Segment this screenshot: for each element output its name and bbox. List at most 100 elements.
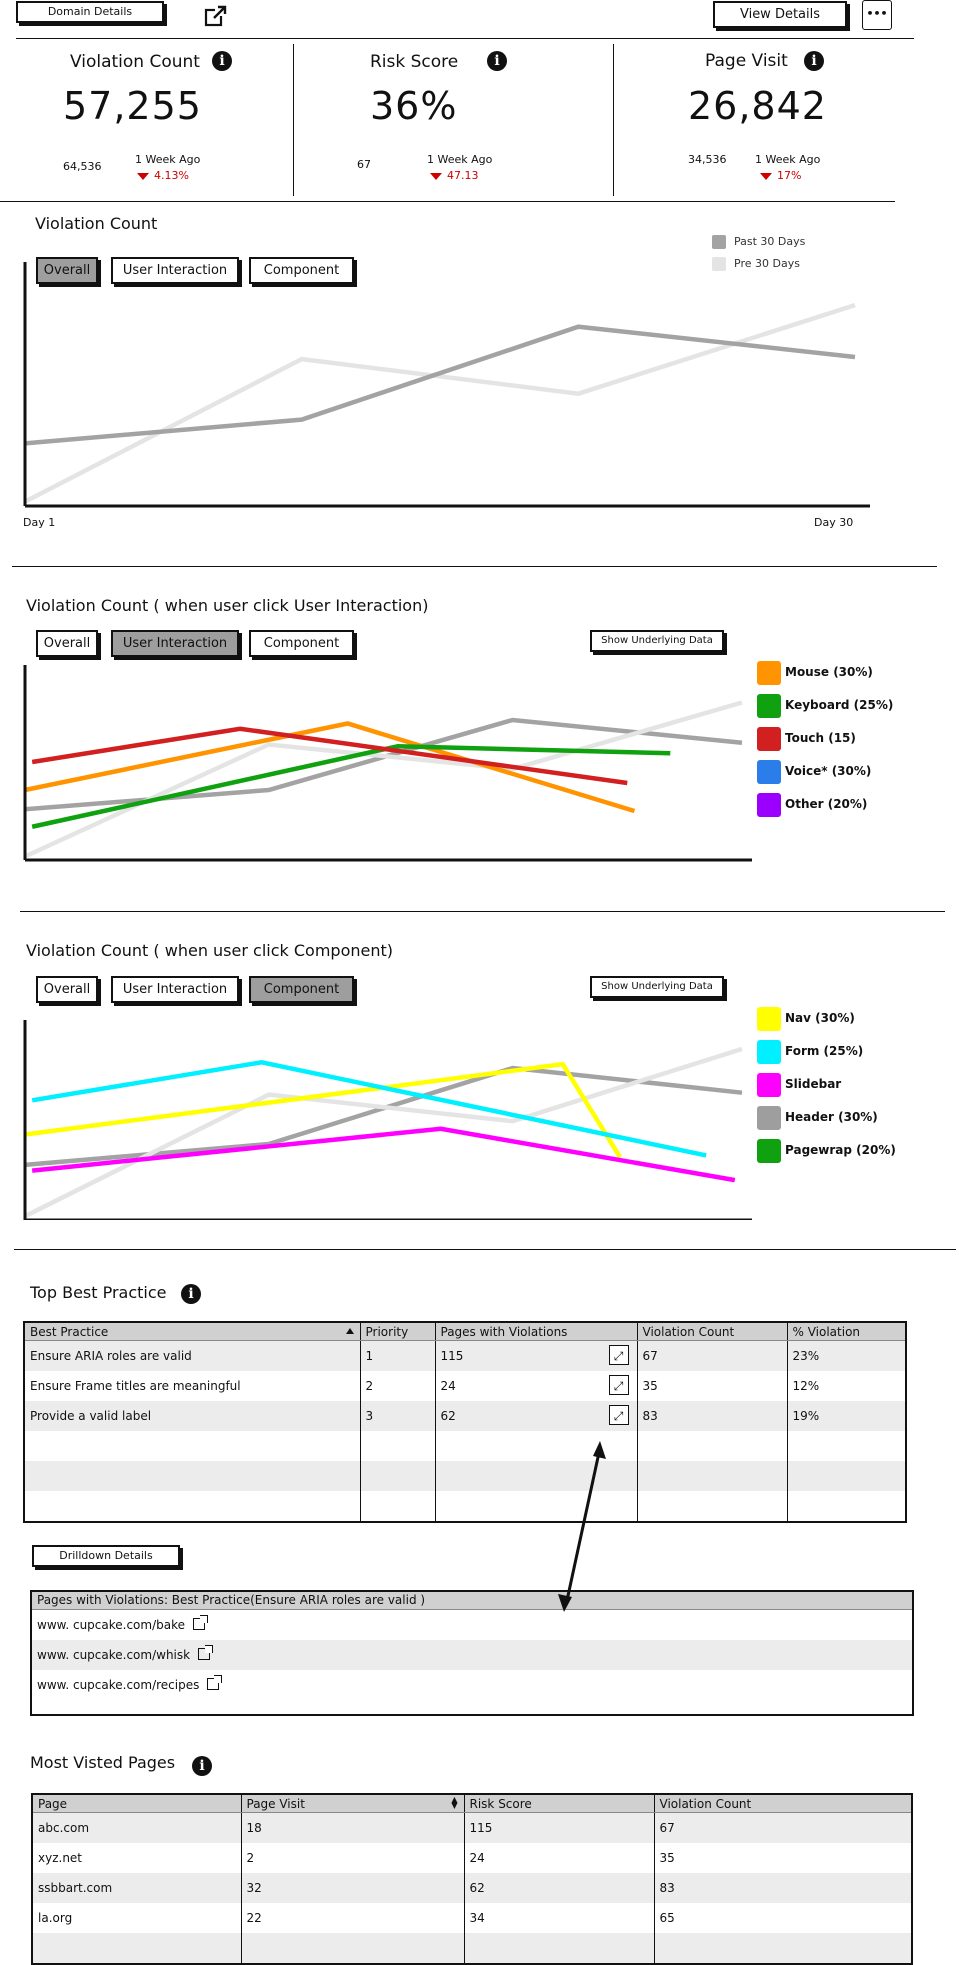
legend-label: Other (20%): [785, 797, 868, 811]
external-link-icon[interactable]: [204, 4, 228, 28]
info-icon[interactable]: i: [181, 1284, 201, 1304]
cell-value: la.org: [38, 1911, 73, 1925]
cell-value: Ensure ARIA roles are valid: [30, 1349, 192, 1363]
stat-previous-value: 64,536: [63, 160, 102, 173]
stat-delta-value: 47.13: [447, 169, 479, 182]
legend-item: Pre 30 Days: [712, 257, 805, 279]
overall-button[interactable]: Overall: [36, 976, 98, 1003]
stat-delta: 47.13: [430, 169, 479, 182]
info-icon[interactable]: i: [192, 1756, 212, 1776]
user-interaction-button[interactable]: User Interaction: [111, 630, 239, 657]
table-cell: [360, 1461, 436, 1491]
stat-period-label: 1 Week Ago: [755, 153, 821, 166]
column-header[interactable]: Page: [32, 1794, 242, 1813]
table-row[interactable]: Provide a valid label 3 62 ⤢ 83 19%: [24, 1401, 907, 1431]
view-details-button[interactable]: View Details: [713, 1, 847, 28]
cell-value: 19%: [792, 1409, 820, 1423]
table-cell: 19%: [787, 1401, 907, 1431]
legend-label: Mouse (30%): [785, 665, 873, 679]
table-cell: [360, 1491, 436, 1522]
table-row[interactable]: abc.com 18 115 67: [32, 1812, 913, 1843]
legend-item: Mouse (30%): [757, 660, 893, 693]
column-header[interactable]: % Violation: [787, 1322, 907, 1341]
page-link-row[interactable]: www. cupcake.com/whisk: [32, 1640, 912, 1670]
info-icon[interactable]: i: [804, 51, 824, 71]
page-link[interactable]: www. cupcake.com/bake: [37, 1618, 186, 1632]
legend-swatch: [757, 660, 781, 685]
expand-icon[interactable]: ⤢: [608, 1345, 629, 1365]
cell-value: 2: [365, 1379, 374, 1393]
table-row[interactable]: Ensure ARIA roles are valid 1 115 ⤢ 67 23%: [24, 1340, 907, 1371]
user-interaction-button[interactable]: User Interaction: [111, 257, 239, 284]
column-header[interactable]: Priority: [360, 1322, 436, 1341]
overall-button[interactable]: Overall: [36, 257, 98, 284]
column-header-label: Violation Count: [659, 1796, 752, 1811]
cell-value: 67: [642, 1349, 658, 1363]
show-underlying-data-button[interactable]: Show Underlying Data: [590, 976, 724, 998]
stat-value: 36%: [370, 84, 458, 128]
legend-item: Past 30 Days: [712, 235, 805, 257]
legend-label: Voice* (30%): [785, 764, 872, 778]
info-icon[interactable]: i: [487, 51, 507, 71]
table-cell: [787, 1461, 907, 1491]
legend-label: Past 30 Days: [734, 235, 806, 248]
component-button[interactable]: Component: [249, 257, 354, 284]
page-link[interactable]: www. cupcake.com/recipes: [37, 1678, 200, 1692]
table-cell: [435, 1491, 638, 1522]
page-link-row[interactable]: www. cupcake.com/bake: [32, 1610, 912, 1640]
column-header[interactable]: Risk Score: [464, 1794, 655, 1813]
column-header[interactable]: Pages with Violations: [435, 1322, 638, 1341]
drilldown-details-button[interactable]: Drilldown Details: [32, 1545, 180, 1567]
column-header[interactable]: Page Visit ▲ ▼: [241, 1794, 465, 1813]
table-cell: ssbbart.com: [32, 1873, 242, 1903]
component-button[interactable]: Component: [249, 630, 354, 657]
table-row[interactable]: xyz.net 2 24 35: [32, 1843, 913, 1873]
table-row[interactable]: ssbbart.com 32 62 83: [32, 1873, 913, 1903]
column-header[interactable]: Violation Count: [654, 1794, 913, 1813]
user-interaction-button[interactable]: User Interaction: [111, 976, 239, 1003]
table-cell: 34: [464, 1903, 655, 1933]
info-icon[interactable]: i: [212, 51, 232, 71]
external-link-icon[interactable]: [193, 1615, 209, 1630]
external-link-icon[interactable]: [198, 1645, 214, 1660]
cell-value: 23%: [792, 1349, 820, 1363]
table-cell: 67: [654, 1812, 913, 1843]
column-header[interactable]: Violation Count: [637, 1322, 788, 1341]
cell-value: Ensure Frame titles are meaningful: [30, 1379, 241, 1393]
series-line-mouse: [24, 721, 636, 814]
table-row[interactable]: la.org 22 34 65: [32, 1903, 913, 1933]
page-link-row[interactable]: www. cupcake.com/recipes: [32, 1670, 912, 1700]
table-cell: 62 ⤢: [435, 1401, 638, 1431]
cell-value: 35: [642, 1379, 658, 1393]
column-header[interactable]: Best Practice: [24, 1322, 361, 1341]
legend-label: Pre 30 Days: [734, 257, 800, 270]
legend-label: Slidebar: [785, 1077, 842, 1091]
expand-icon[interactable]: ⤢: [608, 1375, 629, 1395]
cell-value: 22: [246, 1911, 262, 1925]
series-line-pre-30-days: [23, 302, 856, 504]
chart-legend: Nav (30%) Form (25%) Slidebar Header (30%) P…: [757, 1006, 896, 1171]
page-link[interactable]: www. cupcake.com/whisk: [37, 1648, 191, 1662]
table-cell: 35: [637, 1371, 788, 1401]
legend-swatch: [757, 1138, 781, 1163]
overall-button[interactable]: Overall: [36, 630, 98, 657]
chart-legend: Mouse (30%) Keyboard (25%) Touch (15) Voice…: [757, 660, 893, 825]
cell-value: 2: [246, 1851, 255, 1865]
show-underlying-data-button[interactable]: Show Underlying Data: [590, 630, 724, 652]
series-line-pre: [23, 1046, 743, 1219]
expand-icon[interactable]: ⤢: [608, 1405, 629, 1425]
legend-item: Voice* (30%): [757, 759, 893, 792]
drilldown-arrow: [558, 1441, 606, 1612]
table-cell: 32: [241, 1873, 465, 1903]
table-cell: Ensure Frame titles are meaningful: [24, 1371, 361, 1401]
series-line-touch: [31, 726, 628, 786]
cell-value: Provide a valid label: [30, 1409, 152, 1423]
table-row[interactable]: Ensure Frame titles are meaningful 2 24 ⤢ 35…: [24, 1371, 907, 1401]
component-button[interactable]: Component: [249, 976, 354, 1003]
external-link-icon[interactable]: [207, 1675, 223, 1690]
table-cell: Provide a valid label: [24, 1401, 361, 1431]
domain-details-button[interactable]: Domain Details: [16, 1, 164, 23]
sort-icon[interactable]: ▲ ▼: [451, 1795, 458, 1810]
sort-icon[interactable]: [345, 1328, 354, 1334]
more-options-button[interactable]: •••: [862, 0, 892, 30]
